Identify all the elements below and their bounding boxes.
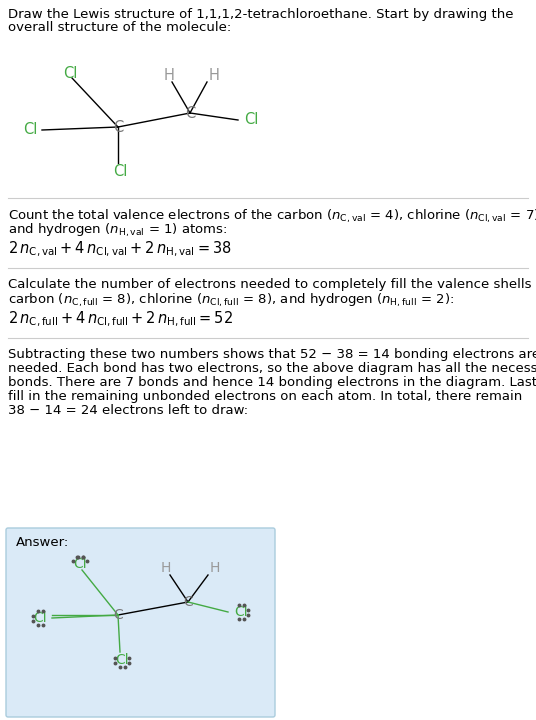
Text: Count the total valence electrons of the carbon ($n_\mathrm{C,val}$ = 4), chlori: Count the total valence electrons of the… xyxy=(8,208,536,225)
Text: Cl: Cl xyxy=(244,112,258,127)
Text: Cl: Cl xyxy=(63,66,77,81)
Text: Cl: Cl xyxy=(234,605,248,619)
Text: $2\, n_\mathrm{C,val} + 4\, n_\mathrm{Cl,val} + 2\, n_\mathrm{H,val} = 38$: $2\, n_\mathrm{C,val} + 4\, n_\mathrm{Cl… xyxy=(8,240,232,259)
Text: fill in the remaining unbonded electrons on each atom. In total, there remain: fill in the remaining unbonded electrons… xyxy=(8,390,522,403)
Text: overall structure of the molecule:: overall structure of the molecule: xyxy=(8,21,231,34)
Text: Answer:: Answer: xyxy=(16,536,69,549)
Text: 38 − 14 = 24 electrons left to draw:: 38 − 14 = 24 electrons left to draw: xyxy=(8,404,248,417)
Text: H: H xyxy=(161,561,171,575)
Text: Cl: Cl xyxy=(73,557,87,571)
Text: H: H xyxy=(210,561,220,575)
Text: and hydrogen ($n_\mathrm{H,val}$ = 1) atoms:: and hydrogen ($n_\mathrm{H,val}$ = 1) at… xyxy=(8,222,227,239)
Text: Calculate the number of electrons needed to completely fill the valence shells f: Calculate the number of electrons needed… xyxy=(8,278,536,291)
Text: Cl: Cl xyxy=(23,122,37,138)
Text: C: C xyxy=(113,608,123,622)
Text: Cl: Cl xyxy=(33,611,47,625)
Text: $2\, n_\mathrm{C,full} + 4\, n_\mathrm{Cl,full} + 2\, n_\mathrm{H,full} = 52$: $2\, n_\mathrm{C,full} + 4\, n_\mathrm{C… xyxy=(8,310,233,329)
Text: Subtracting these two numbers shows that 52 − 38 = 14 bonding electrons are: Subtracting these two numbers shows that… xyxy=(8,348,536,361)
Text: Draw the Lewis structure of 1,1,1,2-tetrachloroethane. Start by drawing the: Draw the Lewis structure of 1,1,1,2-tetr… xyxy=(8,8,513,21)
Text: C: C xyxy=(113,120,123,135)
Text: C: C xyxy=(183,595,193,609)
Text: Cl: Cl xyxy=(115,653,129,667)
Text: H: H xyxy=(209,68,219,83)
Text: carbon ($n_\mathrm{C,full}$ = 8), chlorine ($n_\mathrm{Cl,full}$ = 8), and hydro: carbon ($n_\mathrm{C,full}$ = 8), chlori… xyxy=(8,292,455,309)
Text: C: C xyxy=(185,106,195,120)
Text: bonds. There are 7 bonds and hence 14 bonding electrons in the diagram. Lastly,: bonds. There are 7 bonds and hence 14 bo… xyxy=(8,376,536,389)
Text: H: H xyxy=(163,68,174,83)
Text: Cl: Cl xyxy=(113,163,127,179)
FancyBboxPatch shape xyxy=(6,528,275,717)
Text: needed. Each bond has two electrons, so the above diagram has all the necessary: needed. Each bond has two electrons, so … xyxy=(8,362,536,375)
